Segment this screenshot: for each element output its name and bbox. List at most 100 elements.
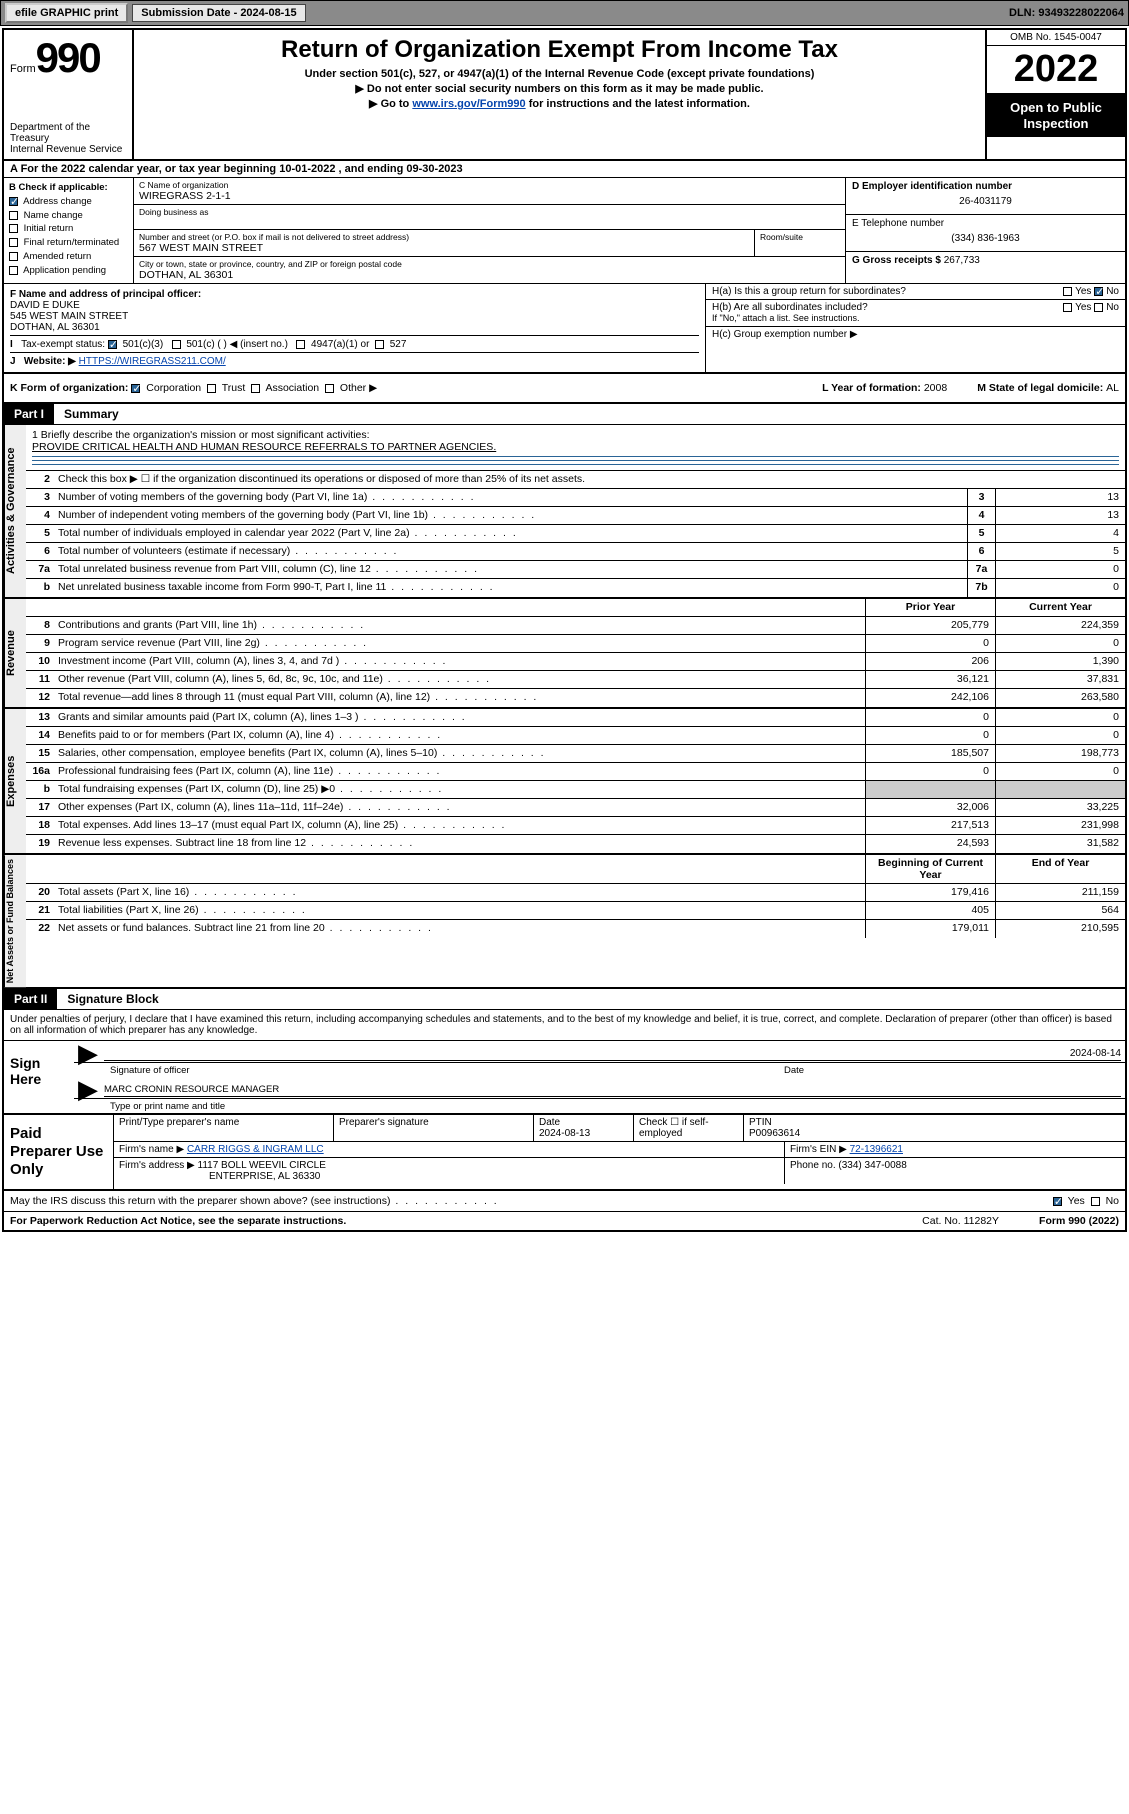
hb-label: H(b) Are all subordinates included? xyxy=(712,302,868,313)
chk-1[interactable] xyxy=(9,211,18,220)
dln-label: DLN: 93493228022064 xyxy=(1009,7,1124,19)
hb-no-checkbox[interactable] xyxy=(1094,303,1103,312)
city-label: City or town, state or province, country… xyxy=(139,259,840,269)
summary-line-17: 17Other expenses (Part IX, column (A), l… xyxy=(26,799,1125,817)
other-checkbox[interactable] xyxy=(325,384,334,393)
end-year-hdr: End of Year xyxy=(995,855,1125,883)
mission-block: 1 Briefly describe the organization's mi… xyxy=(26,425,1125,471)
period-begin: 10-01-2022 xyxy=(279,163,335,175)
summary-line-6: 6Total number of volunteers (estimate if… xyxy=(26,543,1125,561)
firm-name-label: Firm's name ▶ xyxy=(119,1144,184,1155)
section-expenses: Expenses 13Grants and similar amounts pa… xyxy=(4,709,1125,855)
subtitle-1: Under section 501(c), 527, or 4947(a)(1)… xyxy=(144,68,975,80)
chk-0[interactable] xyxy=(9,197,18,206)
footer-left: For Paperwork Reduction Act Notice, see … xyxy=(10,1215,346,1227)
trust-checkbox[interactable] xyxy=(207,384,216,393)
may-no-checkbox[interactable] xyxy=(1091,1197,1100,1206)
part-ii-badge: Part II xyxy=(4,989,57,1009)
summary-line-15: 15Salaries, other compensation, employee… xyxy=(26,745,1125,763)
gross-receipts-label: G Gross receipts $ xyxy=(852,255,944,266)
ein-value: 26-4031179 xyxy=(852,192,1119,211)
chk-label-0: Address change xyxy=(23,196,92,207)
side-revenue: Revenue xyxy=(4,599,26,707)
korg-label: K Form of organization: xyxy=(10,382,128,394)
opt-527: 527 xyxy=(390,339,407,350)
ha-label: H(a) Is this a group return for subordin… xyxy=(712,286,906,297)
public-inspection: Open to Public Inspection xyxy=(987,94,1125,137)
firm-ein-link[interactable]: 72-1396621 xyxy=(850,1144,903,1155)
form-990: Form990 Department of the Treasury Inter… xyxy=(2,28,1127,1232)
header-right: OMB No. 1545-0047 2022 Open to Public In… xyxy=(985,30,1125,159)
4947-checkbox[interactable] xyxy=(296,340,305,349)
gross-receipts-value: 267,733 xyxy=(944,255,980,266)
revenue-header-row: Prior Year Current Year xyxy=(26,599,1125,617)
firm-addr2: ENTERPRISE, AL 36330 xyxy=(119,1171,320,1182)
section-fij: F Name and address of principal officer:… xyxy=(4,284,705,372)
section-c: C Name of organization WIREGRASS 2-1-1 D… xyxy=(134,178,845,283)
form-number: Form990 xyxy=(10,34,126,82)
527-checkbox[interactable] xyxy=(375,340,384,349)
chk-2[interactable] xyxy=(9,224,18,233)
section-h: H(a) Is this a group return for subordin… xyxy=(705,284,1125,372)
chk-label-2: Initial return xyxy=(24,223,74,234)
summary-line-3: 3Number of voting members of the governi… xyxy=(26,489,1125,507)
efile-print-button[interactable]: efile GRAPHIC print xyxy=(5,3,128,23)
officer-label: F Name and address of principal officer: xyxy=(10,289,201,300)
opt-corp: Corporation xyxy=(146,382,201,394)
501c3-checkbox[interactable] xyxy=(108,340,117,349)
prep-ptin: PTIN P00963614 xyxy=(744,1115,1125,1141)
domicile: AL xyxy=(1106,382,1119,394)
pen-arrow-icon-2: ▶ xyxy=(78,1082,98,1098)
addr-label: Number and street (or P.O. box if mail i… xyxy=(139,232,749,242)
chk-4[interactable] xyxy=(9,252,18,261)
summary-line-18: 18Total expenses. Add lines 13–17 (must … xyxy=(26,817,1125,835)
submission-date: Submission Date - 2024-08-15 xyxy=(132,4,305,22)
chk-label-5: Application pending xyxy=(23,265,106,276)
firm-addr-label: Firm's address ▶ xyxy=(119,1160,195,1171)
line-2: 2 Check this box ▶ ☐ if the organization… xyxy=(26,471,1125,489)
firm-ein-label: Firm's EIN ▶ xyxy=(790,1144,847,1155)
chk-5[interactable] xyxy=(9,266,18,275)
ha-yes: Yes xyxy=(1075,286,1091,297)
may-irs-text: May the IRS discuss this return with the… xyxy=(10,1195,499,1207)
501c-checkbox[interactable] xyxy=(172,340,181,349)
ha-yes-checkbox[interactable] xyxy=(1063,287,1072,296)
website-link[interactable]: HTTPS://WIREGRASS211.COM/ xyxy=(79,356,226,367)
header-left: Form990 Department of the Treasury Inter… xyxy=(4,30,134,159)
goto-post: for instructions and the latest informat… xyxy=(526,98,750,110)
section-klm: K Form of organization: Corporation Trus… xyxy=(4,374,1125,404)
may-irs-row: May the IRS discuss this return with the… xyxy=(4,1191,1125,1212)
part-i-title: Summary xyxy=(54,404,129,424)
ein-label: D Employer identification number xyxy=(852,181,1119,192)
opt-trust: Trust xyxy=(222,382,246,394)
city-state-zip: DOTHAN, AL 36301 xyxy=(139,269,840,281)
website-label: Website: ▶ xyxy=(24,356,76,367)
may-no: No xyxy=(1106,1195,1119,1207)
may-yes-checkbox[interactable] xyxy=(1053,1197,1062,1206)
side-governance: Activities & Governance xyxy=(4,425,26,597)
begin-year-hdr: Beginning of Current Year xyxy=(865,855,995,883)
omb-number: OMB No. 1545-0047 xyxy=(987,30,1125,46)
firm-name-link[interactable]: CARR RIGGS & INGRAM LLC xyxy=(187,1144,324,1155)
section-governance: Activities & Governance 1 Briefly descri… xyxy=(4,425,1125,599)
phone-value: (334) 836-1963 xyxy=(852,229,1119,248)
firm-phone-label: Phone no. xyxy=(790,1160,836,1171)
officer-addr1: 545 WEST MAIN STREET xyxy=(10,311,128,322)
goto-pre: Go to xyxy=(381,98,413,110)
summary-line-19: 19Revenue less expenses. Subtract line 1… xyxy=(26,835,1125,853)
form-990-number: 990 xyxy=(36,34,100,81)
irs-link[interactable]: www.irs.gov/Form990 xyxy=(412,98,525,110)
mission-text: PROVIDE CRITICAL HEALTH AND HUMAN RESOUR… xyxy=(32,441,1119,453)
chk-3[interactable] xyxy=(9,238,18,247)
opt-501c: 501(c) ( ) ◀ (insert no.) xyxy=(186,339,288,350)
assoc-checkbox[interactable] xyxy=(251,384,260,393)
part-i-header: Part I Summary xyxy=(4,404,1125,425)
corp-checkbox[interactable] xyxy=(131,384,140,393)
ha-no-checkbox[interactable] xyxy=(1094,287,1103,296)
chk-label-3: Final return/terminated xyxy=(24,237,120,248)
hb-yes-checkbox[interactable] xyxy=(1063,303,1072,312)
sign-here-label: Sign Here xyxy=(4,1041,74,1113)
section-b: B Check if applicable: Address change Na… xyxy=(4,178,134,283)
chk-label-1: Name change xyxy=(24,210,83,221)
pen-arrow-icon: ▶ xyxy=(78,1046,98,1062)
